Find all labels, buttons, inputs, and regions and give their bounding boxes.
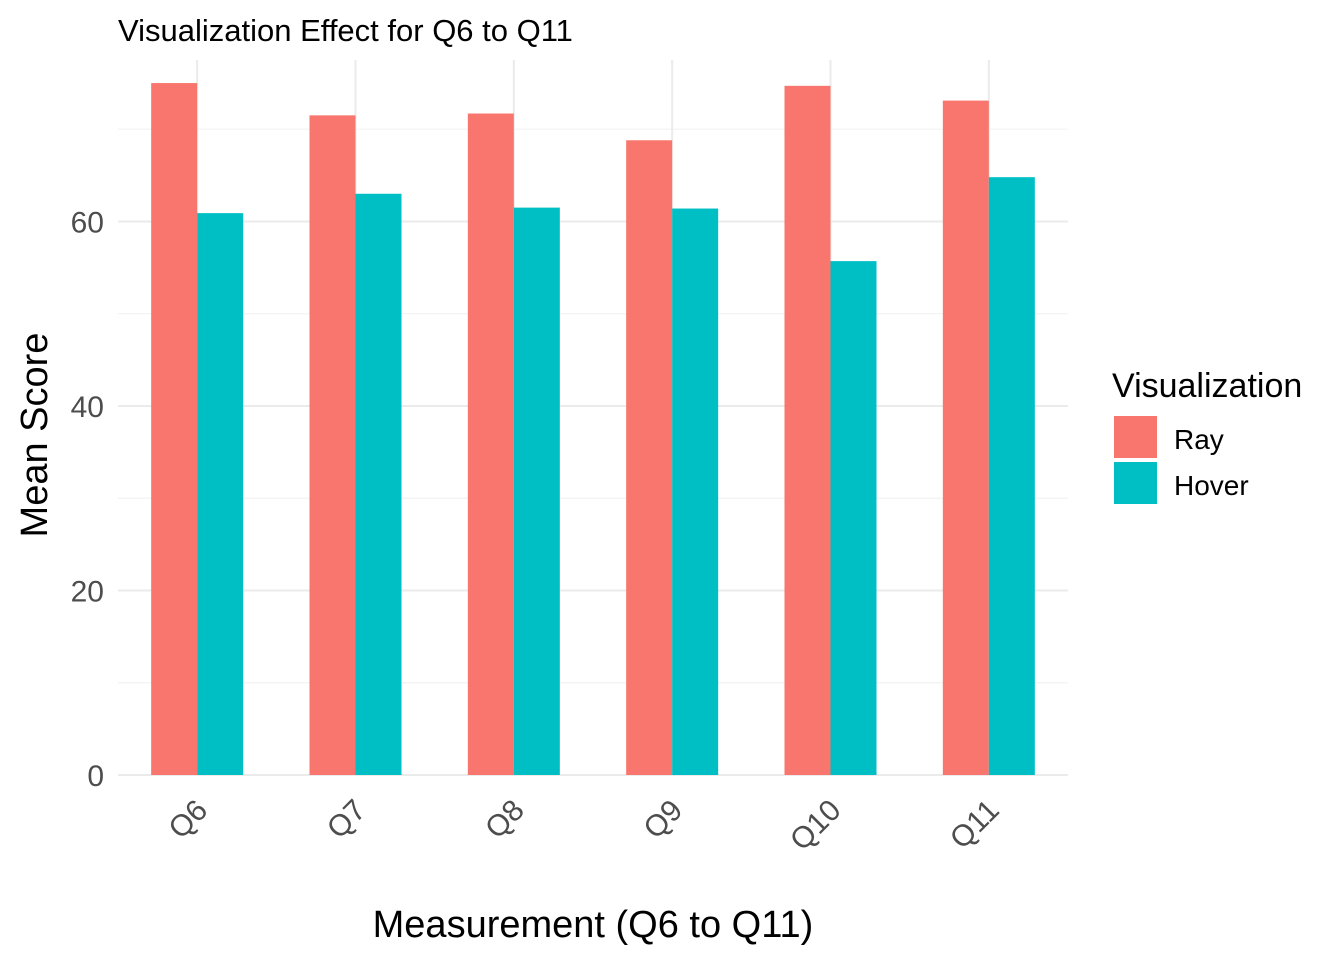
legend-title: Visualization <box>1112 367 1302 405</box>
x-tick-label: Q7 <box>321 794 373 846</box>
bars <box>151 83 1035 776</box>
y-tick-label: 40 <box>71 391 104 424</box>
legend-swatch-ray <box>1114 416 1157 458</box>
chart-title: Visualization Effect for Q6 to Q11 <box>118 13 573 48</box>
bar-hover-q9 <box>672 208 719 776</box>
y-tick-labels: 0 20 40 60 <box>71 206 104 793</box>
y-tick-label: 0 <box>87 760 104 793</box>
y-tick-label: 60 <box>71 206 104 239</box>
bar-hover-q10 <box>830 261 877 776</box>
x-tick-labels: Q6 Q7 Q8 Q9 Q10 Q11 <box>162 794 1005 857</box>
legend-swatch-hover <box>1114 462 1157 504</box>
bar-ray-q7 <box>309 115 356 775</box>
legend: Visualization Ray Hover <box>1112 367 1302 504</box>
bar-hover-q7 <box>355 193 402 776</box>
legend-label-hover: Hover <box>1174 470 1249 501</box>
bar-hover-q8 <box>513 207 560 775</box>
y-tick-label: 20 <box>71 575 104 608</box>
x-axis-title: Measurement (Q6 to Q11) <box>373 904 814 946</box>
legend-label-ray: Ray <box>1174 424 1224 455</box>
x-tick-label: Q6 <box>162 794 214 846</box>
x-tick-label: Q9 <box>637 794 689 846</box>
x-tick-label: Q10 <box>784 794 847 857</box>
bar-ray-q6 <box>151 83 198 775</box>
bar-ray-q10 <box>784 85 831 775</box>
bar-hover-q11 <box>988 177 1035 776</box>
y-axis-title: Mean Score <box>14 333 56 538</box>
bar-ray-q11 <box>942 100 989 775</box>
x-tick-label: Q11 <box>944 794 1006 856</box>
bar-ray-q9 <box>626 140 673 775</box>
bar-hover-q6 <box>197 213 244 776</box>
gridlines <box>118 60 1068 776</box>
bar-ray-q8 <box>467 113 514 776</box>
x-tick-label: Q8 <box>479 794 531 846</box>
